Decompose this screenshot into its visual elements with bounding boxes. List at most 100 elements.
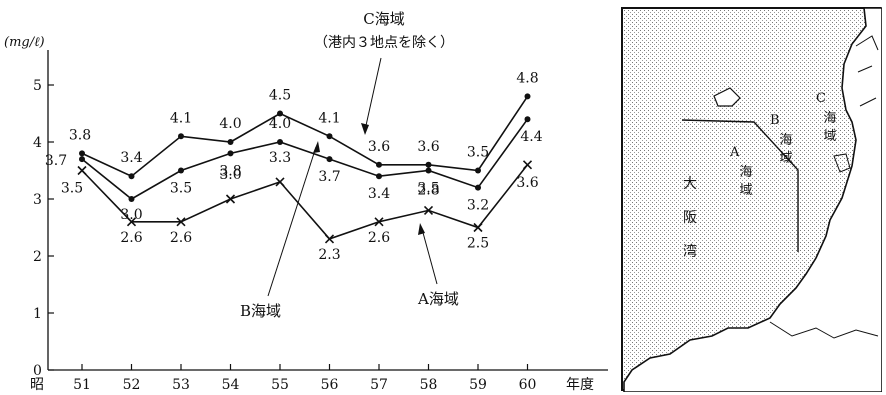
series-a-data-label: 3.6: [516, 175, 538, 191]
series-a-line: [81, 164, 529, 240]
series-c-point: [326, 133, 333, 140]
series-c-data-label: 3.6: [417, 139, 439, 155]
series-c-line: [81, 95, 529, 178]
breakwater: [681, 119, 799, 252]
area-a-letter: A: [729, 145, 740, 160]
series-c-pointer: [364, 57, 382, 131]
x-tick-label: 59: [469, 377, 487, 393]
series-b-point: [227, 150, 234, 157]
osaka-bay-map: 大阪湾 A 海域 B 海域 C 海域: [621, 7, 882, 392]
series-b-name: B海域: [240, 302, 281, 320]
series-c-data-label: 3.6: [368, 139, 390, 155]
area-b-letter: B: [770, 113, 780, 128]
series-c-data-label: 4.8: [516, 70, 538, 86]
sea-name-label: 大阪湾: [683, 176, 697, 260]
series-a-point: [126, 217, 137, 227]
y-tick-label: 0: [33, 363, 42, 379]
series-b-point: [277, 139, 283, 145]
series-c-point: [79, 150, 85, 157]
series-b-data-label: 3.0: [120, 207, 142, 223]
series-a-data-label: 2.6: [170, 230, 192, 246]
series-a-point: [423, 205, 434, 215]
series-a-point: [225, 194, 236, 204]
series-c-point: [277, 110, 283, 117]
x-tick-label: 54: [222, 377, 240, 393]
series-b-data-label: 3.7: [318, 169, 340, 185]
series-b-data-label: 3.4: [368, 186, 390, 202]
series-a-point: [374, 217, 384, 227]
series-a-data-label: 2.3: [318, 247, 340, 263]
x-tick-label: 55: [271, 377, 289, 393]
series-c-data-label: 3.8: [69, 127, 91, 143]
y-tick-label: 2: [33, 249, 42, 265]
series-c-point: [376, 161, 382, 168]
series-a-point: [176, 217, 186, 227]
series-a-data-label: 2.6: [368, 230, 390, 246]
area-a-name: 海域: [739, 165, 752, 198]
area-c-letter: C: [816, 91, 826, 106]
series-a-point: [324, 234, 335, 244]
series-c-point: [128, 173, 135, 180]
series-b-pointer-head: [313, 141, 320, 153]
series-b-data-label: 3.2: [467, 198, 489, 214]
series-b-point: [326, 156, 333, 163]
series-a-data-label: 2.6: [120, 230, 142, 246]
series-c-data-label: 4.1: [318, 110, 340, 126]
series-c-data-label: 4.0: [219, 116, 241, 132]
series-b-data-label: 3.5: [417, 181, 439, 197]
y-tick-label: 1: [33, 306, 42, 322]
y-tick-label: 3: [33, 192, 42, 208]
series-b-line: [81, 118, 529, 200]
series-a-point: [473, 222, 483, 233]
series-c-pointer-head: [361, 123, 369, 135]
series-a-data-label: 2.5: [467, 236, 489, 252]
series-a-data-label: 3.0: [219, 167, 241, 183]
x-suffix-label: 年度: [566, 377, 594, 393]
series-a-data-label: 2.8: [417, 182, 439, 198]
series-c-data-label: 4.5: [269, 88, 291, 104]
series-b-point: [128, 196, 135, 202]
coastal-land: [623, 7, 882, 392]
x-tick-label: 51: [73, 377, 91, 393]
series-c-point: [524, 93, 531, 100]
harbour-pier: [713, 87, 741, 107]
y-tick-label: 4: [33, 135, 42, 151]
y-unit-label: (mg/ℓ): [4, 35, 45, 50]
series-a-data-label: 3.3: [269, 150, 291, 166]
series-b-point: [376, 173, 382, 180]
x-tick-label: 58: [420, 377, 438, 393]
series-b-point: [178, 167, 184, 174]
series-a-point: [522, 160, 533, 170]
series-b-point: [79, 156, 85, 163]
x-tick-label: 60: [519, 377, 537, 393]
coast-detail: [833, 35, 879, 173]
x-tick-label: 52: [123, 377, 141, 393]
series-b-point: [425, 167, 432, 174]
series-b-point: [524, 116, 531, 123]
x-tick-label: 56: [321, 377, 339, 393]
series-b-data-label: 3.5: [170, 181, 192, 197]
series-c-data-label: 4.1: [170, 110, 192, 126]
series-a-point: [77, 165, 87, 176]
series-a-name: A海域: [417, 290, 459, 308]
x-prefix-label: 昭: [30, 377, 44, 393]
series-b-data-label: 4.4: [520, 129, 542, 145]
series-a-point: [275, 177, 285, 187]
series-c-data-label: 3.4: [120, 150, 142, 166]
series-c-name: C海域: [363, 10, 404, 28]
series-c-note: （港内３地点を除く）: [314, 35, 454, 51]
series-b-point: [475, 184, 481, 191]
y-tick-label: 5: [33, 78, 42, 94]
series-b-pointer: [267, 146, 317, 297]
series-b-data-label: 3.8: [219, 163, 241, 179]
area-c-name: 海域: [823, 111, 836, 144]
series-b-data-label: 4.0: [269, 116, 291, 132]
series-c-point: [475, 167, 481, 174]
series-c-point: [178, 133, 184, 140]
series-c-point: [425, 161, 432, 168]
series-c-data-label: 3.5: [467, 145, 489, 161]
x-tick-label: 57: [370, 377, 388, 393]
series-a-pointer: [421, 228, 438, 285]
series-b-data-label: 3.7: [45, 153, 67, 169]
